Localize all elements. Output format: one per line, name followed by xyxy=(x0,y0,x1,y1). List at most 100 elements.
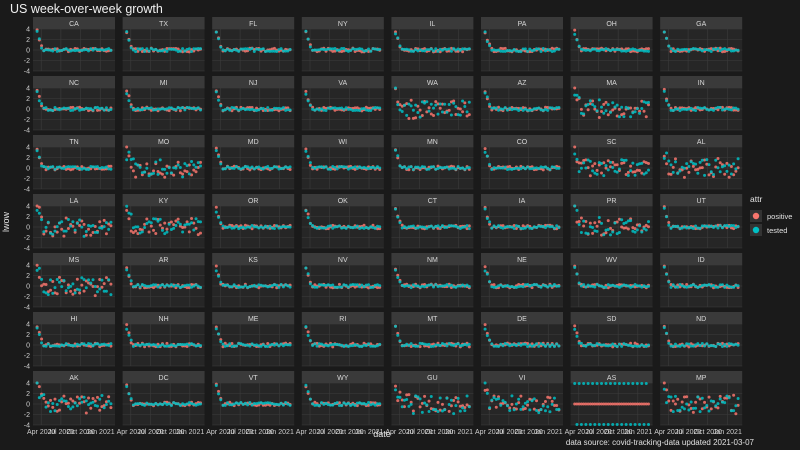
data-point-tested xyxy=(440,110,444,114)
data-point-positive xyxy=(304,89,308,93)
data-point-tested xyxy=(145,401,149,405)
data-point-tested xyxy=(367,167,371,171)
data-point-positive xyxy=(725,226,729,230)
facet-label: IA xyxy=(519,198,526,205)
data-point-tested xyxy=(134,50,138,54)
data-point-tested xyxy=(425,226,429,230)
data-point-tested xyxy=(461,406,465,410)
data-point-tested xyxy=(499,342,503,346)
data-point-tested xyxy=(100,226,104,230)
data-point-tested xyxy=(557,226,561,230)
data-point-tested xyxy=(353,283,357,287)
data-point-tested xyxy=(373,47,377,51)
data-point-tested xyxy=(608,160,612,164)
data-point-positive xyxy=(631,170,635,174)
data-point-tested xyxy=(46,342,50,346)
data-point-positive xyxy=(42,232,46,236)
data-point-tested xyxy=(185,164,189,168)
data-point-positive xyxy=(71,224,75,228)
data-point-tested xyxy=(573,204,577,208)
data-point-tested xyxy=(169,106,173,110)
data-point-tested xyxy=(665,401,669,405)
data-point-tested xyxy=(691,283,695,287)
data-point-positive xyxy=(604,100,608,104)
data-point-positive xyxy=(87,227,91,231)
data-point-tested xyxy=(275,402,279,406)
data-point-positive xyxy=(685,395,689,399)
data-point-positive xyxy=(530,286,534,290)
data-point-positive xyxy=(673,157,677,161)
data-point-positive xyxy=(129,282,133,286)
data-point-tested xyxy=(720,283,724,287)
data-point-tested xyxy=(261,47,265,51)
data-point-positive xyxy=(682,175,686,179)
data-point-tested xyxy=(93,165,97,169)
data-point-positive xyxy=(582,402,586,406)
data-point-positive xyxy=(75,395,79,399)
data-point-tested xyxy=(490,226,494,230)
data-point-positive xyxy=(145,49,149,53)
data-point-positive xyxy=(140,50,144,54)
data-point-positive xyxy=(456,49,460,53)
facet-label: CT xyxy=(428,198,438,205)
data-point-tested xyxy=(584,48,588,52)
data-point-tested xyxy=(727,225,731,229)
data-point-positive xyxy=(591,231,595,235)
data-point-tested xyxy=(505,284,509,288)
data-point-tested xyxy=(723,47,727,51)
data-point-positive xyxy=(604,166,608,170)
data-point-tested xyxy=(635,48,639,52)
y-tick-label: 0 xyxy=(26,166,30,173)
data-point-tested xyxy=(378,225,382,229)
data-point-tested xyxy=(497,166,501,170)
data-point-tested xyxy=(727,163,731,167)
data-point-tested xyxy=(458,48,462,52)
data-point-tested xyxy=(239,285,243,289)
data-point-tested xyxy=(420,225,424,229)
data-point-tested xyxy=(512,285,516,289)
data-point-tested xyxy=(720,345,724,349)
data-point-positive xyxy=(98,220,102,224)
data-point-tested xyxy=(665,215,669,219)
data-point-tested xyxy=(221,167,225,171)
data-point-tested xyxy=(109,342,113,346)
data-point-positive xyxy=(400,223,404,227)
data-point-positive xyxy=(709,47,713,51)
data-point-tested xyxy=(673,160,677,164)
data-point-tested xyxy=(521,226,525,230)
data-point-tested xyxy=(340,403,344,407)
data-point-tested xyxy=(125,158,129,162)
data-point-positive xyxy=(689,342,693,346)
data-point-positive xyxy=(483,323,487,327)
data-point-tested xyxy=(429,165,433,169)
facet-label: DC xyxy=(159,375,169,382)
facet-label: MN xyxy=(427,139,438,146)
data-point-tested xyxy=(306,390,310,394)
data-point-tested xyxy=(528,408,532,412)
data-point-tested xyxy=(597,49,601,53)
data-point-positive xyxy=(620,402,624,406)
data-point-tested xyxy=(340,47,344,51)
data-point-tested xyxy=(712,284,715,288)
data-point-positive xyxy=(624,402,628,406)
facet-strip xyxy=(481,194,563,206)
data-point-tested xyxy=(167,222,171,226)
data-point-tested xyxy=(73,107,77,111)
data-point-tested xyxy=(190,342,194,346)
data-point-tested xyxy=(91,224,95,228)
data-point-positive xyxy=(375,286,379,290)
data-point-positive xyxy=(638,402,642,406)
data-point-tested xyxy=(449,398,453,402)
data-point-tested xyxy=(223,167,227,171)
data-point-tested xyxy=(550,284,554,288)
data-point-tested xyxy=(243,108,247,112)
facet-label: WV xyxy=(606,257,618,264)
data-point-tested xyxy=(178,403,182,407)
data-point-tested xyxy=(575,272,579,276)
data-point-tested xyxy=(452,285,456,289)
data-point-positive xyxy=(423,47,427,51)
data-point-tested xyxy=(526,108,530,112)
data-point-tested xyxy=(647,220,650,224)
data-point-tested xyxy=(709,343,713,347)
data-point-positive xyxy=(125,266,129,270)
